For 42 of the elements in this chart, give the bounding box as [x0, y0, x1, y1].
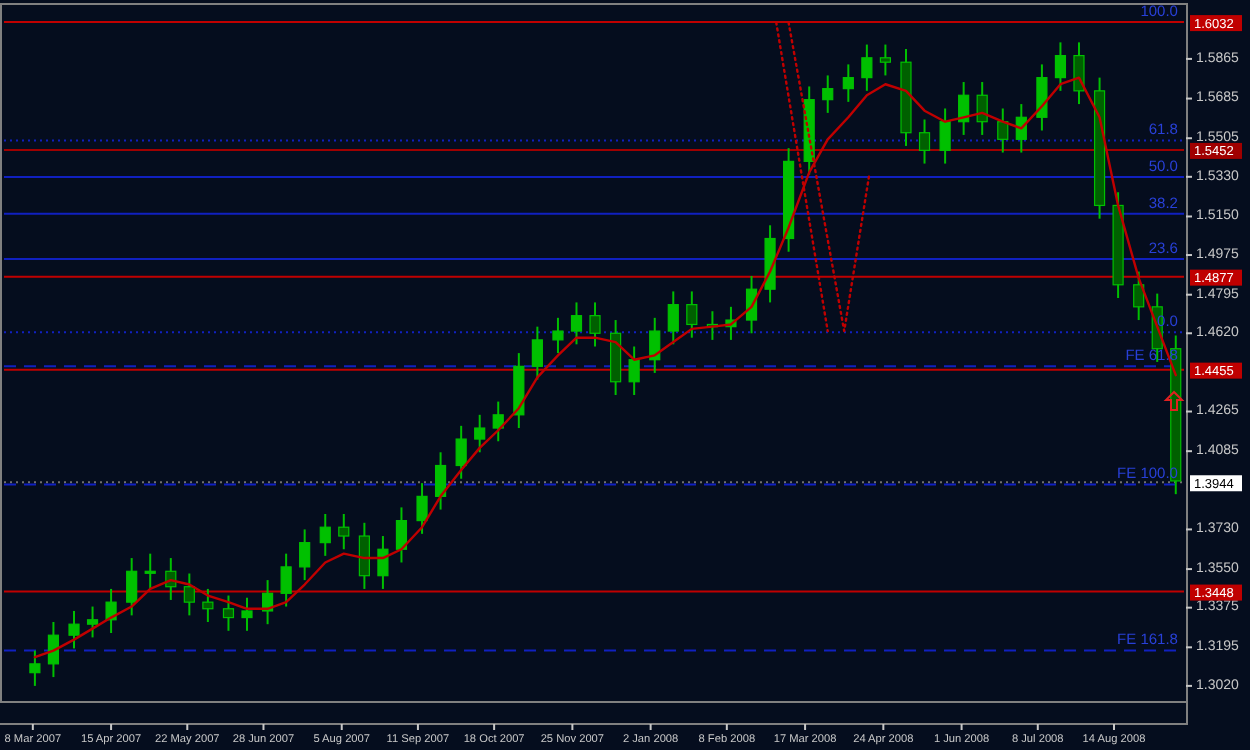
candlestick [918, 118, 931, 165]
candlestick [105, 587, 117, 634]
candlestick [319, 512, 331, 557]
candlestick [667, 290, 679, 346]
candlestick [531, 325, 543, 381]
candlestick [997, 107, 1009, 154]
candlestick [1054, 41, 1067, 92]
candlestick [299, 528, 311, 582]
candlestick [338, 512, 350, 551]
candlestick [395, 506, 408, 564]
candlestick [144, 552, 156, 590]
candlestick [1133, 270, 1145, 322]
candlestick [474, 413, 486, 454]
candlestick [241, 596, 253, 632]
candlestick [1073, 41, 1085, 106]
candlestick [492, 400, 504, 443]
candlestick [628, 345, 640, 396]
candlestick [126, 557, 138, 617]
candlestick [86, 605, 99, 639]
candlestick [939, 107, 951, 165]
candlestick [649, 316, 661, 374]
candlestick [570, 301, 583, 346]
candlestick [68, 609, 80, 650]
candlestick [589, 301, 601, 348]
candlestick [416, 482, 428, 535]
candlestick [47, 620, 60, 679]
candlestick [202, 587, 214, 623]
candlestick [280, 552, 292, 608]
candlestick [183, 572, 195, 617]
candlestick [434, 451, 447, 511]
candlestick [455, 424, 467, 480]
candlestick [861, 43, 873, 92]
candlestick [222, 594, 235, 632]
candlestick [1036, 63, 1048, 132]
candlestick [358, 521, 370, 590]
candlestick [552, 316, 564, 355]
candlestick [29, 649, 41, 687]
candlestick [879, 43, 891, 77]
candlestick [377, 535, 389, 590]
candlestick [822, 74, 834, 114]
candlestick [842, 63, 854, 103]
candlestick [686, 290, 698, 339]
